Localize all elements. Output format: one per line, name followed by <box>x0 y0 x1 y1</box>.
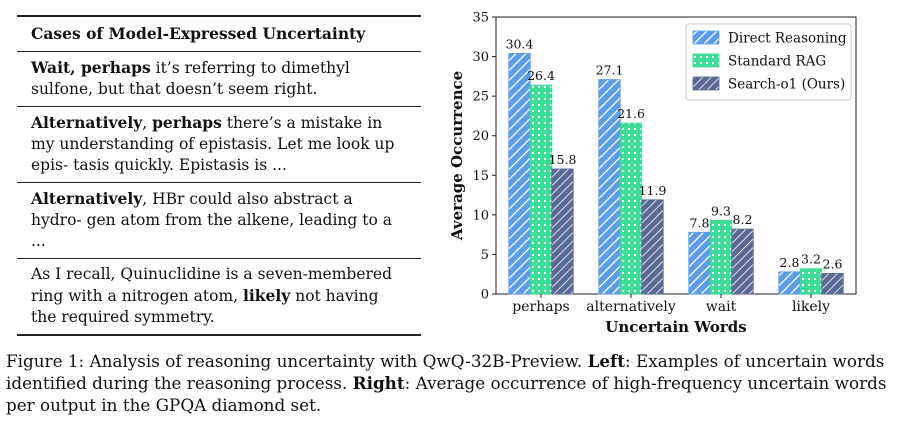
table-bottom-rule <box>17 334 421 336</box>
emphasized-text: Left <box>587 351 626 371</box>
x-tick-label: likely <box>792 299 830 315</box>
bar-value-label: 26.4 <box>527 68 555 83</box>
bar-value-label: 2.8 <box>780 255 800 270</box>
bar <box>688 231 711 295</box>
case-row: Wait, perhaps it’s referring to dimethyl… <box>17 52 421 106</box>
row-divider <box>17 182 421 183</box>
bar-chart-svg: 0 5 10 15 20 25 30 35 30.4 26.4 15.8 perhaps 27.1 21.… <box>448 11 857 336</box>
bar <box>709 219 733 295</box>
text-segment: , <box>142 114 153 132</box>
text-segment: not having the required symmetry. <box>31 287 379 326</box>
x-tick-label: alternatively <box>586 299 676 315</box>
bar <box>821 273 844 295</box>
row-divider <box>17 106 421 107</box>
bar <box>551 168 574 295</box>
y-tick-label: 35 <box>472 11 489 26</box>
legend-swatch <box>692 30 720 45</box>
uncertain-words-chart: 0 5 10 15 20 25 30 35 30.4 26.4 15.8 perhaps 27.1 21.… <box>440 0 906 340</box>
text-segment: : Average occurrence of high-frequency u… <box>6 373 887 415</box>
case-row: Alternatively, HBr could also abstract a… <box>17 183 421 258</box>
text-segment: it’s referring to dimethyl sulfone, but … <box>31 59 350 98</box>
emphasized-text: Alternatively <box>31 113 143 132</box>
legend-swatch <box>692 53 720 68</box>
bar <box>619 122 643 295</box>
text-segment: , HBr could also abstract a hydro- gen a… <box>31 190 392 250</box>
emphasized-text: Wait, perhaps <box>31 58 151 77</box>
bar-value-label: 27.1 <box>596 63 624 78</box>
emphasized-text: likely <box>243 286 291 305</box>
legend-label: Standard RAG <box>728 54 826 70</box>
y-tick-label: 0 <box>481 288 489 303</box>
bar <box>731 228 754 295</box>
table-top-rule <box>17 15 421 17</box>
table-header: Cases of Model-Expressed Uncertainty <box>31 24 366 43</box>
text-segment: there’s a mistake in my understanding of… <box>31 114 395 174</box>
table-header-rule <box>17 51 421 52</box>
bar <box>799 268 823 295</box>
bar-value-label: 11.9 <box>639 183 667 198</box>
plot-frame <box>495 16 857 295</box>
y-tick-label: 10 <box>472 208 489 223</box>
y-tick-label: 5 <box>481 248 489 263</box>
y-axis-title: Average Occurrence <box>448 71 466 241</box>
bar-value-label: 3.2 <box>801 252 821 267</box>
text-segment: Figure 1: Analysis of reasoning uncertai… <box>6 351 588 371</box>
bar-value-label: 15.8 <box>549 152 577 167</box>
emphasized-text: perhaps <box>152 113 222 132</box>
bar-value-label: 9.3 <box>711 203 731 218</box>
y-tick-label: 30 <box>472 50 489 65</box>
row-divider <box>17 258 421 259</box>
y-tick-label: 25 <box>472 90 489 105</box>
x-tick-label: perhaps <box>512 299 569 315</box>
bar-value-label: 8.2 <box>733 212 753 227</box>
case-row: Alternatively, perhaps there’s a mistake… <box>17 107 421 182</box>
bar <box>641 199 664 295</box>
bar-value-label: 21.6 <box>617 106 645 121</box>
y-tick-label: 20 <box>472 129 489 144</box>
bar <box>529 84 553 295</box>
legend-label: Search-o1 (Ours) <box>728 77 845 93</box>
emphasized-text: Right <box>352 373 405 393</box>
legend-box <box>685 23 852 101</box>
uncertainty-cases-table: Cases of Model-Expressed Uncertainty Wai… <box>17 15 421 336</box>
legend-label: Direct Reasoning <box>728 31 847 47</box>
bar <box>778 271 801 295</box>
text-segment: : Examples of uncertain words identified… <box>6 351 885 393</box>
case-row: As I recall, Quinuclidine is a seven-mem… <box>17 259 421 334</box>
x-axis-title: Uncertain Words <box>605 318 747 336</box>
text-segment: As I recall, Quinuclidine is a seven-mem… <box>31 265 393 305</box>
emphasized-text: Alternatively <box>31 189 143 208</box>
bar-value-label: 30.4 <box>506 36 534 51</box>
legend-swatch <box>692 76 720 91</box>
y-tick-label: 15 <box>472 169 489 184</box>
bar-value-label: 7.8 <box>690 215 710 230</box>
x-tick-label: wait <box>706 299 737 315</box>
figure-caption: Figure 1: Analysis of reasoning uncertai… <box>6 350 902 416</box>
bar <box>508 53 531 295</box>
bar-value-label: 2.6 <box>823 256 843 271</box>
